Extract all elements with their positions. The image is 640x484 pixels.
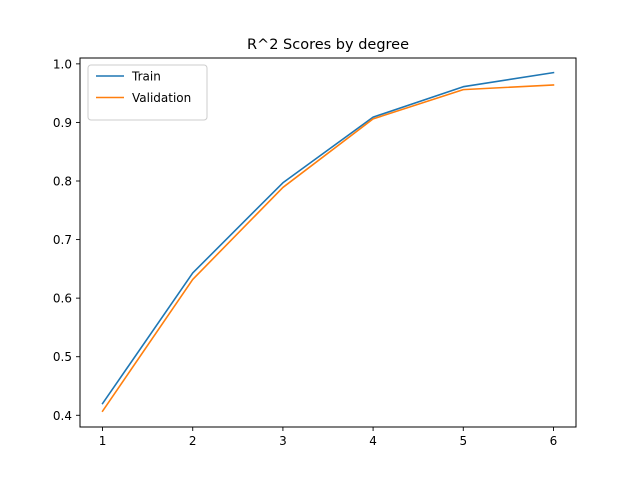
series-line-validation (101, 84, 555, 413)
y-tick-label: 0.5 (53, 350, 72, 364)
x-tick-label: 6 (550, 434, 558, 448)
series-layer (101, 71, 555, 413)
y-tick-label: 1.0 (53, 57, 72, 71)
legend-label: Validation (132, 91, 191, 105)
y-tick-label: 0.8 (53, 175, 72, 189)
legend-label: Train (131, 70, 161, 84)
y-tick-label: 0.9 (53, 116, 72, 130)
y-tick-label: 0.7 (53, 233, 72, 247)
x-tick-label: 4 (369, 434, 377, 448)
x-tick-label: 5 (459, 434, 467, 448)
y-tick-label: 0.6 (53, 292, 72, 306)
legend: Train Validation (87, 64, 208, 121)
chart-title: R^2 Scores by degree (247, 37, 409, 53)
series-line-train (101, 71, 555, 405)
plot-area-frame (79, 57, 577, 428)
y-axis: 0.4 0.5 0.6 0.7 0.8 0.9 1.0 (53, 57, 80, 423)
x-axis: 1 2 3 4 5 6 (99, 427, 558, 448)
legend-box (87, 64, 208, 121)
x-tick-label: 1 (99, 434, 107, 448)
x-tick-label: 3 (279, 434, 287, 448)
x-tick-label: 2 (189, 434, 197, 448)
y-tick-label: 0.4 (53, 409, 72, 423)
